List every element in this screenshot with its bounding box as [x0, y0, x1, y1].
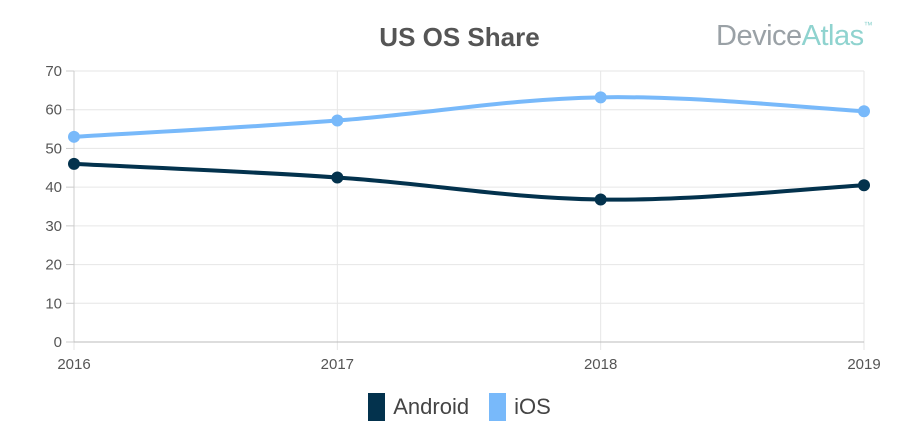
logo-text-atlas: Atlas: [801, 20, 864, 52]
y-tick-label: 30: [45, 218, 62, 235]
series-lines: [72, 95, 866, 202]
x-tick-label: 2016: [57, 356, 90, 373]
y-tick-label: 0: [54, 334, 62, 351]
legend: Android iOS: [0, 393, 919, 421]
x-tick-label: 2017: [321, 356, 354, 373]
y-tick-label: 70: [45, 63, 62, 80]
y-axis-ticks: 0 10 20 30 40 50 60 70: [45, 63, 62, 351]
axes: [66, 70, 864, 343]
y-tick-label: 60: [45, 102, 62, 119]
legend-label-android: Android: [393, 394, 470, 419]
data-point-android[interactable]: [331, 171, 344, 184]
data-point-ios[interactable]: [331, 114, 344, 127]
legend-swatch-ios: [489, 393, 507, 421]
y-tick-label: 10: [45, 295, 62, 312]
chart-title: US OS Share: [379, 22, 540, 52]
grid-lines: [73, 70, 865, 350]
data-point-ios[interactable]: [68, 130, 80, 143]
y-tick-label: 50: [45, 140, 62, 157]
legend-item-ios[interactable]: iOS: [489, 393, 551, 421]
series-points: [68, 91, 870, 206]
data-point-android[interactable]: [858, 179, 870, 192]
data-point-android[interactable]: [68, 157, 80, 170]
series-line-android: [72, 161, 866, 202]
data-point-ios[interactable]: [594, 91, 607, 104]
x-tick-label: 2019: [847, 356, 880, 373]
y-tick-label: 20: [45, 257, 62, 274]
legend-item-android[interactable]: Android: [368, 393, 469, 421]
legend-label-ios: iOS: [514, 394, 551, 419]
y-tick-label: 40: [45, 179, 62, 196]
legend-swatch-android: [368, 393, 386, 421]
logo-text-device: Device: [716, 20, 802, 52]
series-line-ios: [72, 95, 866, 139]
deviceatlas-logo: DeviceAtlas™: [716, 20, 873, 53]
x-axis-ticks: 2016 2017 2018 2019: [57, 356, 880, 373]
logo-trademark: ™: [863, 20, 873, 30]
data-point-ios[interactable]: [858, 105, 870, 118]
data-point-android[interactable]: [594, 193, 607, 206]
x-tick-label: 2018: [584, 356, 617, 373]
